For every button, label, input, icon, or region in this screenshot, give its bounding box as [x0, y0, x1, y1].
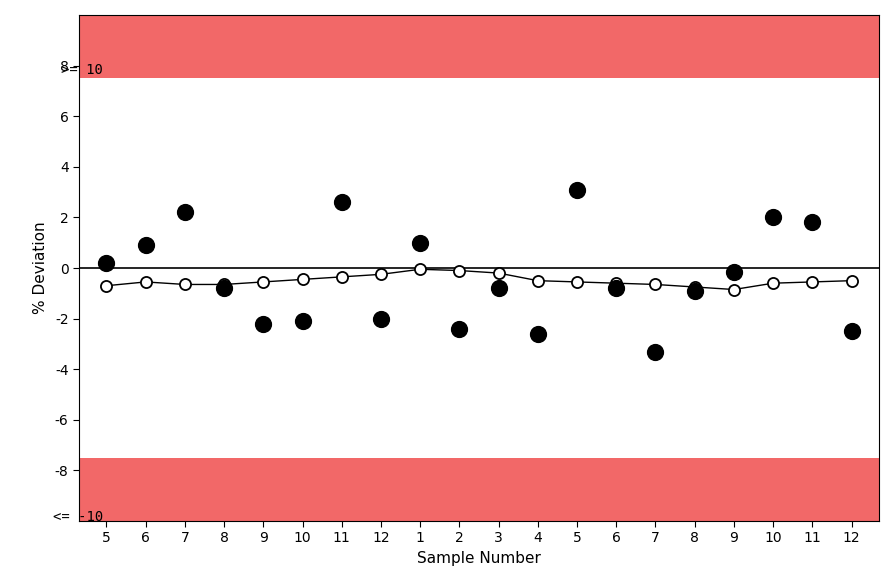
Point	[805, 218, 820, 227]
Point	[452, 324, 467, 333]
Bar	[79, 15, 879, 78]
Point	[413, 238, 427, 248]
Point	[492, 284, 506, 293]
Point	[648, 347, 662, 356]
Point	[609, 284, 623, 293]
Point	[727, 267, 741, 277]
Y-axis label: % Deviation: % Deviation	[33, 222, 48, 314]
Bar	[79, 458, 879, 521]
Point	[531, 329, 545, 339]
Point	[569, 185, 584, 194]
Point	[217, 284, 232, 293]
Point	[257, 319, 271, 328]
Text: <= -10: <= -10	[53, 510, 103, 524]
Point	[334, 198, 349, 207]
Text: >= 10: >= 10	[61, 63, 103, 77]
Point	[99, 259, 114, 268]
Point	[295, 317, 309, 326]
Point	[687, 286, 702, 295]
Point	[845, 327, 859, 336]
Point	[766, 213, 780, 222]
Point	[178, 207, 192, 217]
X-axis label: Sample Number: Sample Number	[417, 551, 541, 566]
Point	[139, 241, 153, 250]
Point	[374, 314, 388, 323]
